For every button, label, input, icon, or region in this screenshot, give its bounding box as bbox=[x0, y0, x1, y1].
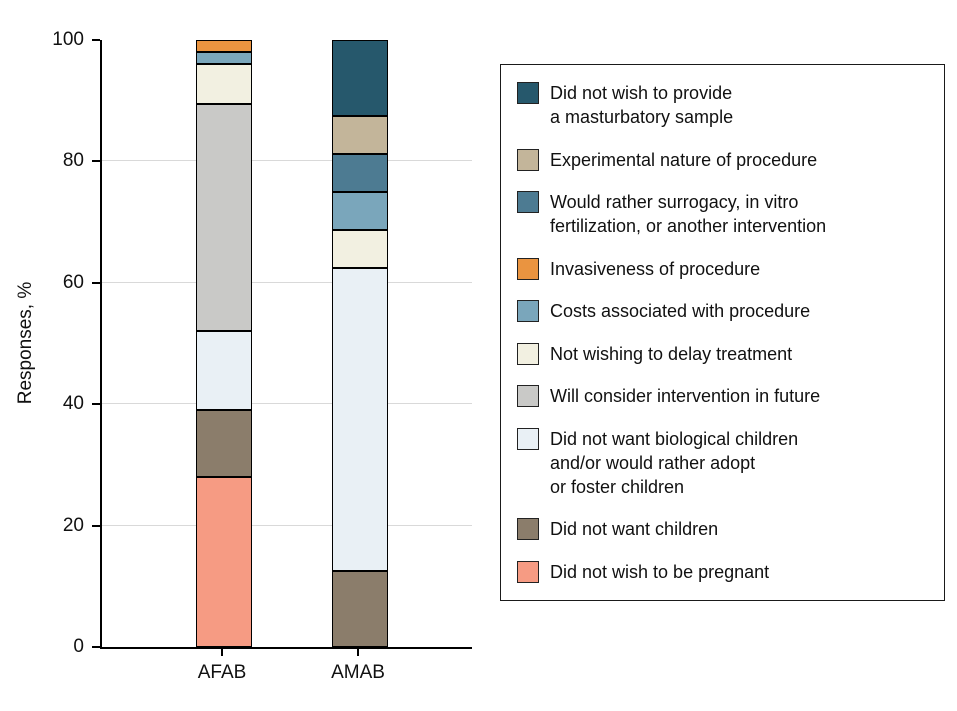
legend-label: Costs associated with procedure bbox=[550, 301, 811, 322]
gridline bbox=[102, 160, 472, 162]
x-tick-label-afab: AFAB bbox=[197, 662, 247, 683]
legend-item-2: Would rather surrogacy, in vitro fertili… bbox=[517, 190, 928, 238]
legend-item-6: Will consider intervention in future bbox=[517, 384, 928, 408]
x-tick-label-amab: AMAB bbox=[331, 662, 385, 683]
legend-label: Did not want children bbox=[550, 519, 719, 540]
legend-swatch bbox=[517, 518, 539, 541]
legend-swatch bbox=[517, 427, 539, 450]
gridline bbox=[102, 403, 472, 405]
legend-swatch bbox=[517, 342, 539, 365]
y-tick-label: 0 bbox=[73, 636, 84, 657]
legend-item-4: Costs associated with procedure bbox=[517, 299, 928, 323]
bar-segment bbox=[196, 331, 252, 411]
bar-segment bbox=[332, 191, 388, 230]
y-tick-label: 40 bbox=[62, 393, 84, 415]
y-axis: 0 20 40 60 80 100 bbox=[0, 29, 100, 657]
gridline bbox=[102, 281, 472, 283]
y-tick bbox=[92, 160, 100, 163]
x-axis: AFAB AMAB bbox=[100, 649, 470, 699]
bar-segment bbox=[196, 477, 252, 647]
legend-item-1: Experimental nature of procedure bbox=[517, 148, 928, 172]
y-tick bbox=[92, 39, 100, 41]
x-tick bbox=[221, 649, 223, 656]
bar-segment bbox=[332, 40, 388, 116]
y-tick bbox=[92, 281, 100, 284]
y-tick-label: 60 bbox=[62, 271, 84, 293]
bar-segment bbox=[196, 64, 252, 104]
y-tick bbox=[92, 403, 100, 406]
legend-label: Would rather surrogacy, in vitro fertili… bbox=[550, 192, 827, 237]
bar-segment bbox=[196, 52, 252, 65]
x-tick bbox=[357, 649, 359, 656]
bar-segment bbox=[332, 115, 388, 154]
legend-label: Did not want biological children and/or … bbox=[550, 428, 799, 497]
bar-afab bbox=[196, 40, 252, 647]
legend-label: Invasiveness of procedure bbox=[550, 258, 761, 279]
bar-segment bbox=[196, 103, 252, 332]
plot-area bbox=[100, 40, 472, 649]
legend-swatch bbox=[517, 82, 539, 104]
legend-swatch bbox=[517, 385, 539, 408]
bar-segment bbox=[196, 410, 252, 478]
y-tick bbox=[92, 524, 100, 527]
y-tick-label: 80 bbox=[62, 150, 84, 172]
bar-segment bbox=[332, 571, 388, 647]
bar-amab bbox=[332, 40, 388, 647]
bar-segment bbox=[332, 267, 388, 572]
legend: Did not wish to provide a masturbatory s… bbox=[500, 64, 945, 601]
legend-item-9: Did not wish to be pregnant bbox=[517, 560, 928, 584]
legend-label: Will consider intervention in future bbox=[550, 386, 821, 407]
bar-segment bbox=[332, 229, 388, 268]
y-tick bbox=[92, 646, 100, 648]
legend-item-3: Invasiveness of procedure bbox=[517, 257, 928, 281]
legend-swatch bbox=[517, 257, 539, 280]
legend-label: Experimental nature of procedure bbox=[550, 149, 818, 170]
legend-item-0: Did not wish to provide a masturbatory s… bbox=[517, 81, 928, 129]
gridline bbox=[102, 524, 472, 526]
legend-swatch bbox=[517, 191, 539, 214]
y-tick-label: 20 bbox=[62, 514, 84, 536]
legend-swatch bbox=[517, 148, 539, 171]
bar-segment bbox=[332, 153, 388, 192]
y-tick-label: 100 bbox=[52, 29, 84, 50]
legend-label: Did not wish to provide a masturbatory s… bbox=[550, 83, 734, 127]
legend-item-8: Did not want children bbox=[517, 517, 928, 541]
legend-item-5: Not wishing to delay treatment bbox=[517, 342, 928, 366]
bar-segment bbox=[196, 40, 252, 53]
legend-item-7: Did not want biological children and/or … bbox=[517, 427, 928, 499]
legend-swatch bbox=[517, 300, 539, 323]
legend-swatch bbox=[517, 560, 539, 583]
legend-label: Not wishing to delay treatment bbox=[550, 343, 793, 364]
legend-label: Did not wish to be pregnant bbox=[550, 561, 770, 582]
